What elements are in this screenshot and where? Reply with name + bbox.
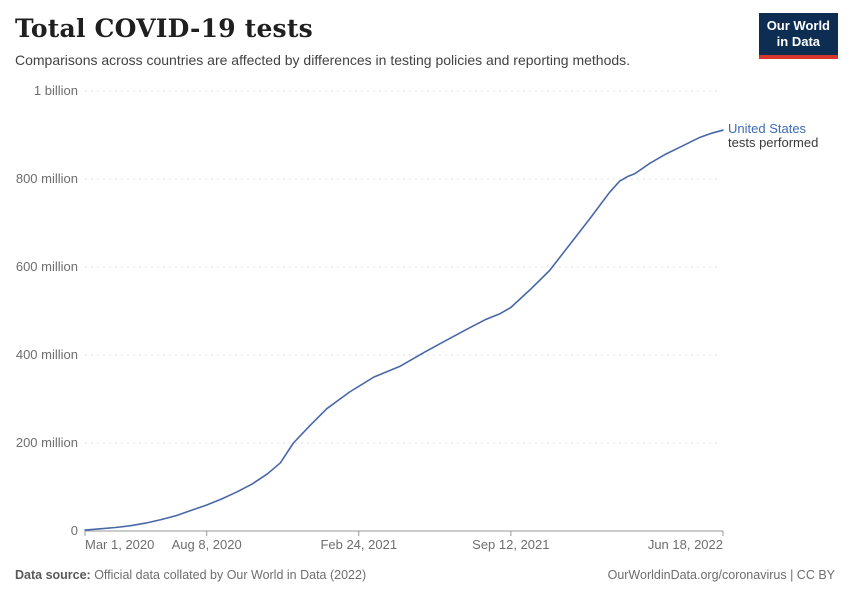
data-source-text: Official data collated by Our World in D… [90, 568, 367, 582]
y-axis-tick-label: 600 million [15, 259, 78, 274]
owid-license-link[interactable]: OurWorldinData.org/coronavirus | CC BY [607, 568, 835, 582]
us-tests-line[interactable] [84, 129, 724, 531]
y-axis-tick-label: 0 [70, 523, 78, 538]
y-axis-tick-label: 800 million [15, 171, 78, 186]
page-title: Total COVID-19 tests [15, 14, 313, 43]
x-axis-tick-label: Sep 12, 2021 [472, 537, 550, 552]
series-name-label[interactable]: United States [728, 121, 807, 136]
owid-logo-line2: in Data [776, 34, 821, 50]
chart-footer: Data source: Official data collated by O… [15, 568, 835, 582]
x-axis-tick-label: Jun 18, 2022 [647, 537, 723, 552]
series-label-united-states[interactable]: United States tests performed [728, 122, 818, 150]
y-axis-tick-label: 400 million [15, 347, 78, 362]
y-axis-tick-label: 1 billion [33, 83, 78, 98]
data-source-label: Data source: [15, 568, 91, 582]
chart-subtitle: Comparisons across countries are affecte… [15, 52, 631, 68]
x-axis-tick-label: Aug 8, 2020 [171, 537, 242, 552]
y-axis-tick-label: 200 million [15, 435, 78, 450]
x-axis-tick-label: Feb 24, 2021 [320, 537, 398, 552]
owid-logo[interactable]: Our World in Data [758, 13, 838, 59]
x-axis-tick-label: Mar 1, 2020 [85, 537, 155, 552]
data-source-note: Data source: Official data collated by O… [15, 568, 366, 582]
series-metric-label: tests performed [728, 135, 819, 150]
owid-logo-line1: Our World [766, 18, 830, 33]
